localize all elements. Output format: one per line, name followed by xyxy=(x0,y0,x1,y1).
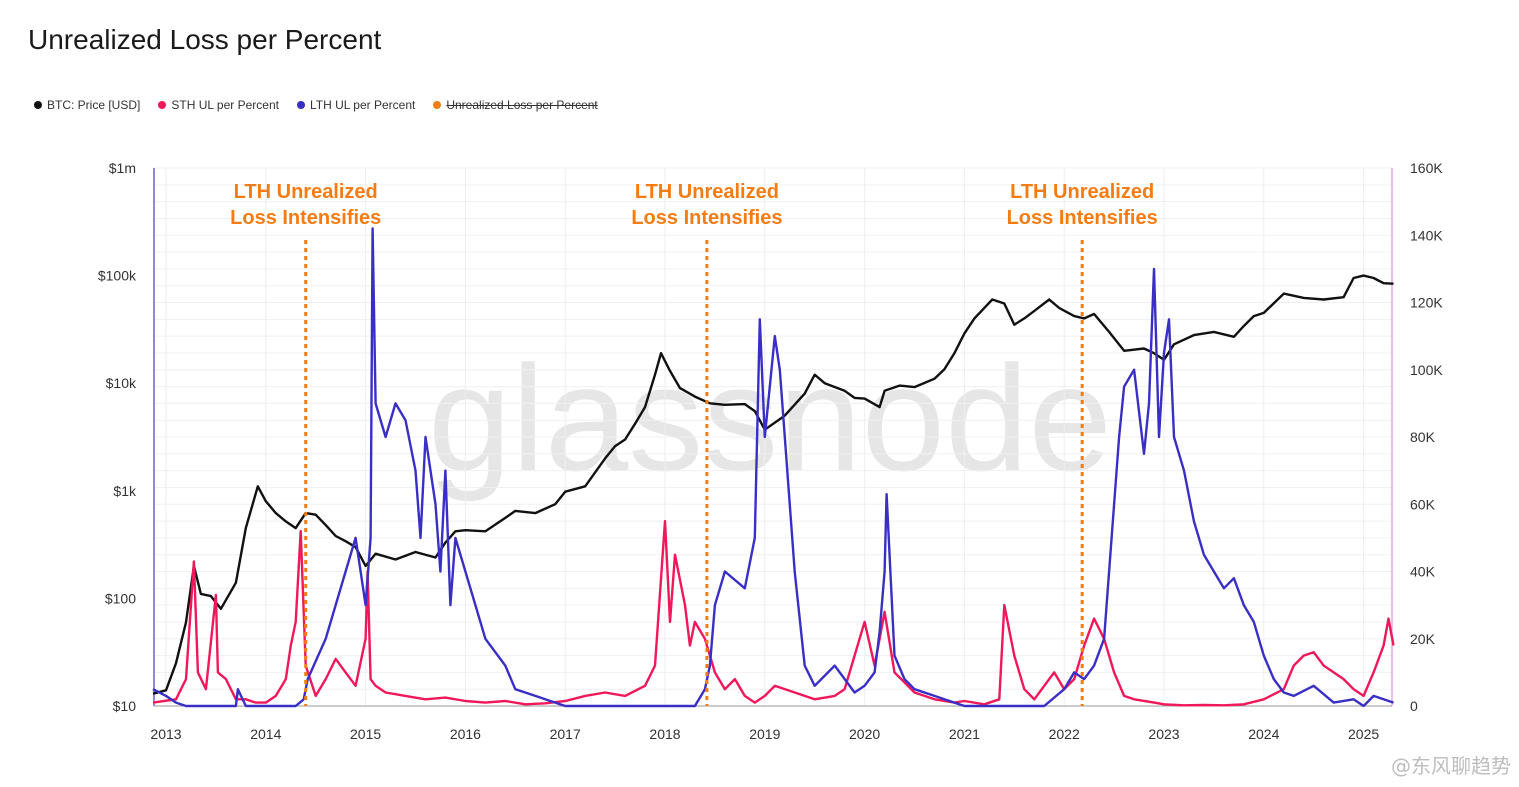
x-tick-label: 2016 xyxy=(450,726,481,742)
y-right-tick-label: 20K xyxy=(1410,631,1436,647)
y-right-tick-label: 160K xyxy=(1410,160,1443,176)
x-tick-label: 2014 xyxy=(250,726,281,742)
legend-label: BTC: Price [USD] xyxy=(47,98,141,112)
y-right-tick-label: 100K xyxy=(1410,362,1443,378)
legend-item-sth-ul[interactable]: STH UL per Percent xyxy=(158,98,279,112)
series-line-lth-ul-per-percent xyxy=(152,227,1394,708)
y-left-tick-label: $1m xyxy=(109,160,136,176)
y-right-tick-label: 140K xyxy=(1410,227,1443,243)
y-right-tick-label: 60K xyxy=(1410,496,1436,512)
brand-watermark: glassnode xyxy=(428,334,1112,502)
x-tick-label: 2023 xyxy=(1148,726,1179,742)
x-tick-label: 2015 xyxy=(350,726,381,742)
chart-title: Unrealized Loss per Percent xyxy=(28,24,382,55)
series-line-sth-ul-per-percent xyxy=(152,519,1395,707)
annotation-label-line1: LTH Unrealized xyxy=(635,181,779,203)
x-tick-label: 2024 xyxy=(1248,726,1279,742)
legend-item-btc-price[interactable]: BTC: Price [USD] xyxy=(34,98,140,112)
x-tick-label: 2018 xyxy=(649,726,680,742)
y-left-tick-label: $100k xyxy=(98,268,137,284)
x-tick-label: 2019 xyxy=(749,726,780,742)
legend: BTC: Price [USD] STH UL per Percent LTH … xyxy=(34,98,598,112)
x-tick-label: 2022 xyxy=(1049,726,1080,742)
legend-dot-icon xyxy=(433,101,442,109)
annotation-label-line1: LTH Unrealized xyxy=(1010,181,1154,203)
x-tick-label: 2017 xyxy=(550,726,581,742)
annotation-label-line1: LTH Unrealized xyxy=(234,181,378,203)
legend-label: Unrealized Loss per Percent xyxy=(446,98,598,112)
legend-item-lth-ul[interactable]: LTH UL per Percent xyxy=(296,98,416,112)
y-right-tick-label: 40K xyxy=(1410,564,1436,580)
y-right-tick-label: 80K xyxy=(1410,429,1436,445)
x-tick-label: 2025 xyxy=(1348,726,1379,742)
y-left-tick-label: $1k xyxy=(113,483,137,499)
legend-label: STH UL per Percent xyxy=(171,98,279,112)
legend-label: LTH UL per Percent xyxy=(309,98,416,112)
y-right-tick-label: 120K xyxy=(1410,295,1443,311)
legend-item-unrealized-loss[interactable]: Unrealized Loss per Percent xyxy=(433,98,598,112)
x-tick-label: 2013 xyxy=(150,726,181,742)
x-tick-label: 2020 xyxy=(849,726,880,742)
legend-dot-icon xyxy=(296,101,305,109)
legend-dot-icon xyxy=(158,101,167,109)
annotation-label-line2: Loss Intensifies xyxy=(631,207,782,229)
series-line-btc-price-usd xyxy=(152,274,1394,695)
y-left-tick-label: $10k xyxy=(106,375,137,391)
annotation-label-line2: Loss Intensifies xyxy=(230,207,381,229)
y-left-tick-label: $10 xyxy=(113,698,137,714)
y-right-tick-label: 0 xyxy=(1410,698,1418,714)
author-watermark: @东风聊趋势 xyxy=(1391,754,1511,778)
x-tick-label: 2021 xyxy=(949,726,980,742)
legend-dot-icon xyxy=(34,101,42,109)
annotation-label-line2: Loss Intensifies xyxy=(1007,207,1158,229)
y-left-tick-label: $100 xyxy=(105,590,136,606)
